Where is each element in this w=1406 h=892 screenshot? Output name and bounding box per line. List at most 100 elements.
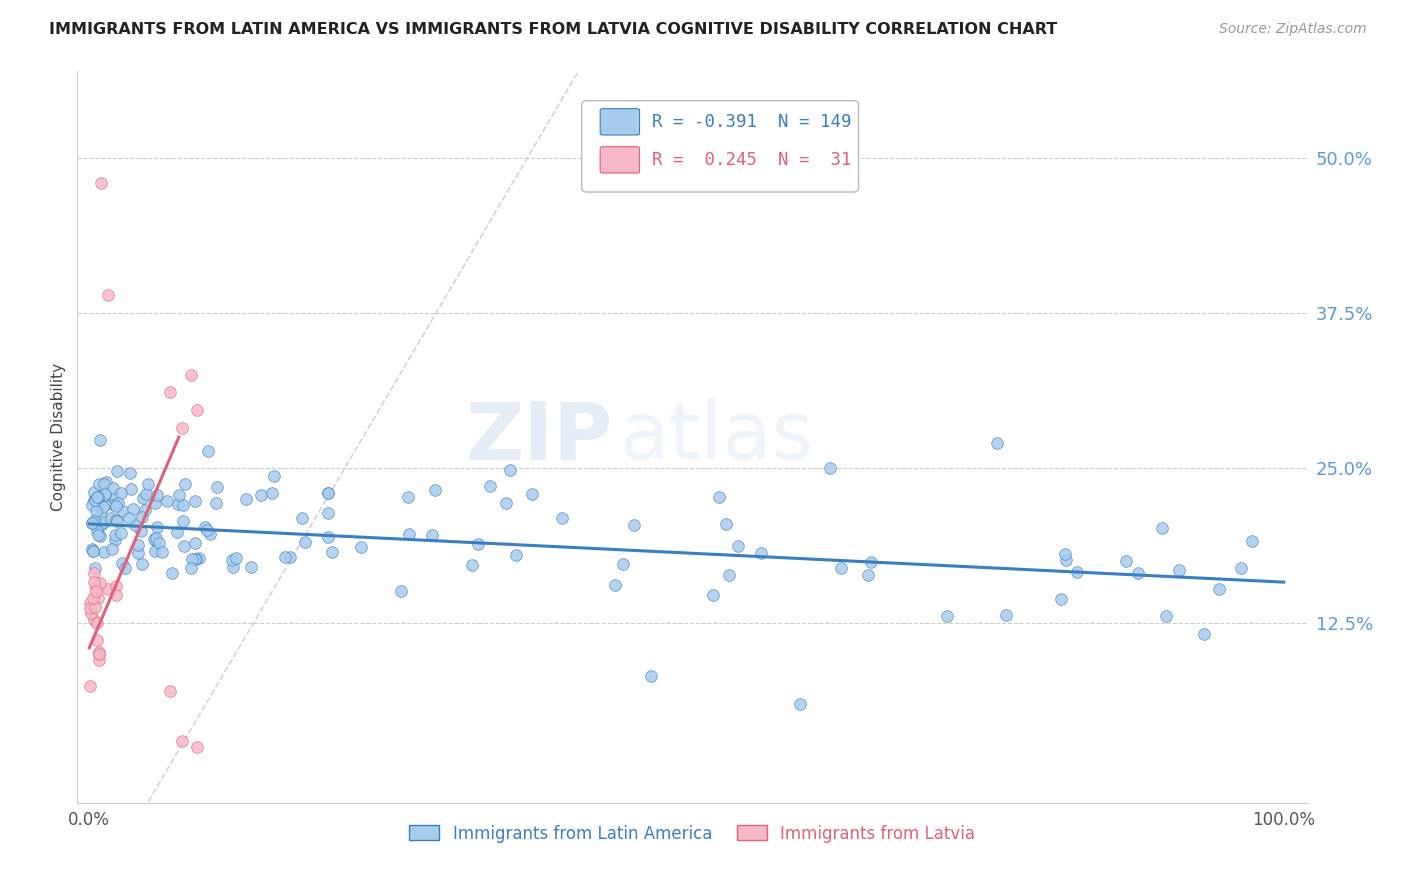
Point [86, 490, 108, 504]
Point [79, 601, 101, 615]
Point [184, 552, 207, 566]
Point [87, 653, 110, 667]
Point [640, 669, 662, 683]
Point [86, 583, 108, 598]
Point [79, 679, 101, 693]
Point [1154, 608, 1177, 623]
Point [207, 479, 229, 493]
Point [118, 466, 141, 480]
Point [90, 507, 112, 521]
Point [420, 528, 443, 542]
Point [995, 608, 1018, 623]
Point [83, 560, 105, 574]
Y-axis label: Cognitive Disability: Cognitive Disability [51, 363, 66, 511]
Point [129, 524, 152, 539]
Point [143, 533, 166, 548]
Point [134, 503, 156, 517]
FancyBboxPatch shape [600, 146, 640, 173]
Point [104, 528, 127, 542]
Point [80, 541, 103, 556]
Point [104, 499, 127, 513]
Point [89, 576, 111, 591]
Point [101, 541, 124, 556]
Point [97, 287, 120, 301]
Point [93, 515, 115, 529]
Point [131, 510, 153, 524]
Point [80, 498, 103, 512]
Point [80, 606, 103, 620]
Point [159, 384, 181, 399]
Point [467, 537, 489, 551]
Point [131, 491, 153, 505]
Point [274, 550, 297, 565]
Point [239, 559, 262, 574]
Point [197, 444, 219, 458]
Point [104, 533, 127, 548]
Point [86, 591, 108, 605]
Point [172, 420, 194, 434]
Point [461, 558, 484, 573]
Point [135, 487, 157, 501]
Point [82, 544, 104, 558]
Point [222, 559, 245, 574]
Point [103, 491, 125, 505]
Point [111, 504, 134, 518]
Point [142, 532, 165, 546]
Point [110, 486, 132, 500]
Point [1230, 561, 1253, 575]
Point [127, 546, 149, 560]
Point [83, 575, 105, 590]
Point [101, 481, 124, 495]
FancyBboxPatch shape [582, 101, 859, 192]
Point [749, 546, 772, 560]
Point [146, 488, 169, 502]
Point [87, 477, 110, 491]
Point [107, 496, 129, 510]
Point [294, 535, 316, 549]
Point [184, 494, 207, 508]
Point [87, 528, 110, 542]
Point [184, 536, 207, 550]
Point [131, 557, 153, 571]
Point [97, 582, 120, 596]
Text: Source: ZipAtlas.com: Source: ZipAtlas.com [1219, 22, 1367, 37]
Point [136, 476, 159, 491]
Point [105, 588, 128, 602]
Point [160, 566, 183, 580]
Point [1066, 565, 1088, 579]
Point [127, 538, 149, 552]
Point [935, 608, 957, 623]
Point [107, 464, 129, 478]
Point [316, 506, 339, 520]
Point [87, 645, 110, 659]
Point [146, 520, 169, 534]
Point [423, 483, 446, 497]
Point [221, 552, 243, 566]
Point [87, 490, 110, 504]
Point [789, 697, 811, 711]
Point [84, 581, 107, 595]
Point [396, 490, 419, 504]
Point [702, 589, 724, 603]
Point [172, 734, 194, 748]
FancyBboxPatch shape [600, 109, 640, 135]
Point [204, 496, 226, 510]
Point [103, 498, 125, 512]
Point [90, 517, 112, 532]
Point [623, 517, 645, 532]
Text: R = -0.391  N = 149: R = -0.391 N = 149 [652, 112, 852, 131]
Point [350, 541, 373, 555]
Point [612, 557, 634, 571]
Point [1054, 553, 1077, 567]
Point [105, 578, 128, 592]
Point [172, 514, 194, 528]
Point [389, 583, 412, 598]
Point [84, 599, 107, 614]
Point [250, 487, 273, 501]
Point [148, 536, 170, 550]
Point [1126, 566, 1149, 580]
Point [1115, 554, 1137, 568]
Point [150, 545, 173, 559]
Point [80, 516, 103, 530]
Point [1167, 563, 1189, 577]
